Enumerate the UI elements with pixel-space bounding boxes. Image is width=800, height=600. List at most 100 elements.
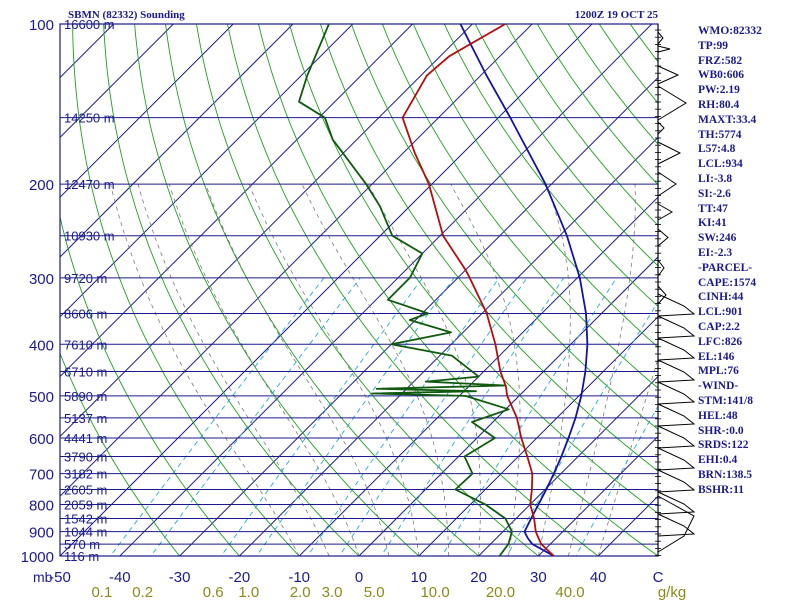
chart-grid <box>0 12 659 567</box>
dry-adiabat-line <box>289 24 658 514</box>
dry-adiabat-line <box>443 24 658 308</box>
mixing-ratio-unit-label: g/kg <box>658 584 686 600</box>
moist-adiabat-line <box>248 183 420 556</box>
index-row: RH:80.4 <box>698 98 740 111</box>
wind-barb <box>657 425 696 449</box>
wind-barb <box>657 285 667 305</box>
height-label: 12470 m <box>64 177 115 192</box>
index-row: BSHR:11 <box>698 483 745 496</box>
temperature-tick-label: 30 <box>530 569 547 586</box>
isotherm-line <box>178 76 658 556</box>
sounding-time: 1200Z 19 OCT 25 <box>574 9 658 21</box>
index-row: LCL:901 <box>698 306 743 319</box>
height-label: 5890 m <box>64 389 107 404</box>
height-label: 6710 m <box>64 365 107 380</box>
wind-barb <box>657 259 665 277</box>
dry-adiabat-line <box>196 24 540 556</box>
index-row: CINH:44 <box>698 291 744 304</box>
isotherm-line <box>60 24 414 378</box>
wind-barb <box>657 403 696 427</box>
temperature-tick-label: -30 <box>169 569 191 586</box>
wind-barb <box>657 315 696 339</box>
temperature-profile-line <box>401 24 555 556</box>
index-row: KI:41 <box>698 217 727 230</box>
isotherm-line <box>60 24 294 258</box>
isotherm-line <box>119 24 653 556</box>
mixing-ratio-line <box>506 301 658 556</box>
index-row: EHI:0.4 <box>698 454 738 467</box>
moist-adiabat-line <box>450 183 521 556</box>
height-label: 4441 m <box>64 431 107 446</box>
height-label: 8606 m <box>64 306 107 321</box>
temperature-tick-label: 10 <box>410 569 427 586</box>
wind-barb <box>657 141 682 165</box>
index-row: WMO:82332 <box>698 25 762 37</box>
index-row: EI:-2.3 <box>698 246 733 259</box>
height-label: 3790 m <box>64 449 107 464</box>
index-row: MPL:76 <box>698 365 739 378</box>
dry-adiabat-line <box>319 24 658 472</box>
parcel-profile-line <box>459 24 589 556</box>
height-label: 2605 m <box>64 483 107 498</box>
height-label: 7610 m <box>64 337 107 352</box>
temperature-tick-label: -50 <box>49 569 71 586</box>
mixing-ratio-tick-label: 2.0 <box>290 584 311 600</box>
temperature-tick-label: 0 <box>355 569 363 586</box>
mixing-ratio-tick-label: 0.2 <box>132 584 153 600</box>
chart-profiles <box>298 24 589 556</box>
pressure-tick-label: 600 <box>29 431 54 448</box>
mixing-ratio-tick-label: 40.0 <box>555 584 584 600</box>
pressure-tick-label: 700 <box>29 467 54 484</box>
wind-barb-column <box>655 24 696 556</box>
index-row: STM:141/8 <box>698 394 753 407</box>
wind-barb <box>657 31 664 45</box>
isotherm-line <box>60 24 354 318</box>
profiles-interior <box>298 24 589 556</box>
wind-barb <box>657 513 696 537</box>
pressure-tick-label: 100 <box>29 17 54 34</box>
index-row: PW:2.19 <box>698 84 740 97</box>
wind-barb <box>657 381 696 405</box>
mixing-ratio-tick-label: 5.0 <box>364 584 385 600</box>
dry-adiabat-line <box>381 24 658 389</box>
dewpoint-profile-line <box>298 24 513 556</box>
dry-adiabat-line <box>60 214 240 556</box>
wind-barb <box>657 85 687 121</box>
index-row: LCL:934 <box>698 158 743 171</box>
pressure-tick-label: 400 <box>29 337 54 354</box>
mixing-ratio-tick-label: 20.0 <box>486 584 515 600</box>
moist-adiabat-line <box>168 183 360 556</box>
index-row: MAXT:33.4 <box>698 113 757 126</box>
isotherm-line <box>0 12 6 567</box>
index-row: SRDS:122 <box>698 439 749 452</box>
dry-adiabat-line <box>474 24 658 267</box>
wind-barb <box>657 469 696 493</box>
dry-adiabat-line <box>165 24 480 556</box>
height-label: 2059 m <box>64 497 107 512</box>
isotherm-line <box>537 435 658 556</box>
isotherm-line <box>477 375 658 556</box>
height-label: 9720 m <box>64 271 107 286</box>
temperature-tick-label: C <box>653 569 664 586</box>
height-label: 16600 m <box>64 17 115 32</box>
index-row: -WIND- <box>698 380 739 393</box>
mixing-ratio-tick-label: 0.6 <box>203 584 224 600</box>
mixing-ratio-tick-label: 10.0 <box>420 584 449 600</box>
grid-interior <box>0 12 658 567</box>
index-row: LI:-3.8 <box>698 172 733 185</box>
wind-barb <box>657 45 671 53</box>
index-row: BRN:138.5 <box>698 468 752 481</box>
isotherm-line <box>358 256 658 556</box>
isotherm-line <box>238 136 658 556</box>
isotherm-line <box>60 24 175 139</box>
moist-adiabat-line <box>538 183 571 556</box>
mixing-ratio-line <box>150 277 361 556</box>
pressure-tick-label: 900 <box>29 525 54 542</box>
height-label: 3182 m <box>64 467 107 482</box>
mixing-ratio-line <box>380 277 565 556</box>
moist-adiabat-line <box>137 183 330 556</box>
pressure-tick-label: 500 <box>29 389 54 406</box>
wind-barb <box>657 359 696 383</box>
